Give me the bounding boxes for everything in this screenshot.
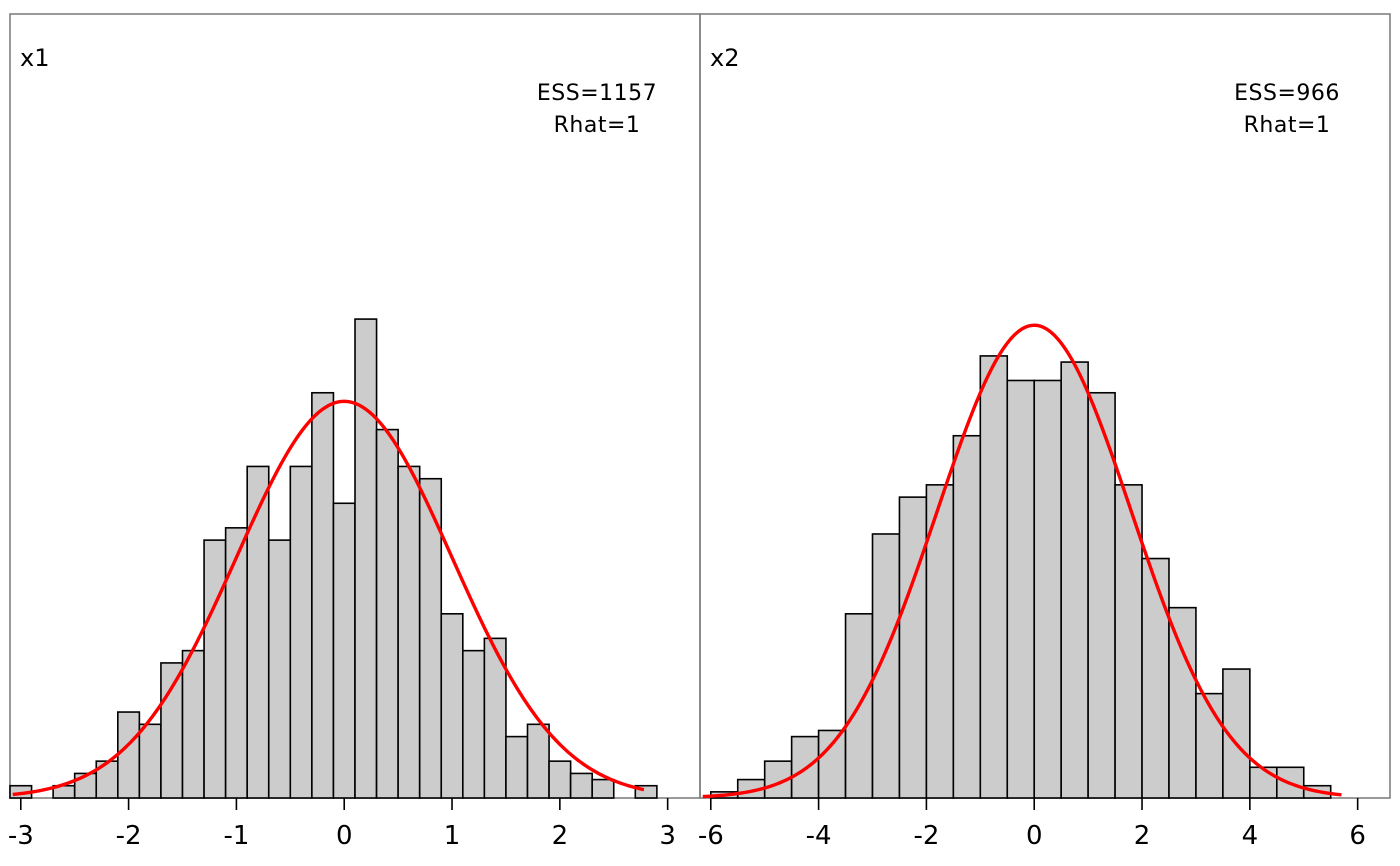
panel-x2: x2 ESS=966 Rhat=1 -6 -4 -2 0 2 4 6: [698, 13, 1391, 851]
x-tick-label: 1: [444, 821, 461, 851]
histogram-bar: [952, 434, 982, 799]
bars-x1: [9, 318, 658, 799]
histogram-bar: [505, 735, 529, 799]
histogram-bar: [181, 649, 205, 799]
rhat-label-x1: Rhat=1: [554, 113, 641, 138]
x-tick-label: 6: [1349, 821, 1366, 851]
panel-x1: x1 ESS=1157 Rhat=1 -3 -2 -1 0 1 2 3: [8, 13, 701, 851]
x-tick-label: 0: [1026, 821, 1043, 851]
histogram-bar: [375, 428, 399, 799]
histogram-bar: [898, 496, 928, 799]
histogram-bar: [569, 772, 593, 799]
histogram-bar: [1060, 361, 1089, 799]
histogram-bar: [591, 778, 615, 799]
histogram-bar: [311, 391, 335, 799]
histogram-bar: [1168, 606, 1197, 799]
x-tick-label: 0: [336, 821, 353, 851]
histogram-bar: [925, 484, 955, 799]
histogram-bar: [267, 539, 292, 799]
histogram-bar: [289, 465, 313, 799]
histogram-bar: [160, 662, 184, 799]
histogram-bar: [462, 649, 486, 799]
histogram-bar: [1087, 391, 1116, 799]
x-tick-label: -2: [116, 821, 142, 851]
ess-label-x1: ESS=1157: [537, 81, 657, 106]
density-curve-x1: [12, 399, 645, 797]
histogram-bar: [526, 723, 550, 799]
histogram-bar: [1114, 484, 1143, 799]
histogram-bar: [1249, 766, 1278, 799]
histogram-bar: [203, 539, 227, 799]
density-curve-x2: [702, 323, 1342, 799]
histogram-bar: [871, 533, 901, 799]
x-tick-label: -3: [8, 821, 34, 851]
histogram-bar: [1195, 692, 1224, 799]
histogram-bar: [246, 465, 270, 799]
x-tick-label: -6: [698, 821, 724, 851]
histogram-bar: [138, 723, 162, 799]
histogram-bar: [548, 760, 572, 799]
rhat-label-x2: Rhat=1: [1244, 113, 1331, 138]
x-tick-label: -4: [806, 821, 832, 851]
x-tick-label: 2: [1134, 821, 1151, 851]
panel-title-x2: x2: [710, 44, 739, 72]
x-tick-label: 2: [552, 821, 569, 851]
histogram-bar: [1006, 379, 1036, 799]
x-tick-label: -1: [223, 821, 249, 851]
histogram-bar: [354, 318, 378, 799]
ess-label-x2: ESS=966: [1234, 81, 1340, 106]
x-tick-label: 3: [659, 821, 676, 851]
x-tick-label: -2: [913, 821, 939, 851]
histogram-bar: [440, 612, 464, 799]
histogram-bar: [979, 355, 1009, 799]
histogram-bar: [817, 729, 847, 799]
histogram-bar: [1033, 379, 1062, 799]
histogram-bar: [1141, 557, 1170, 799]
histogram-bar: [332, 502, 356, 799]
x-axis-x2: -6 -4 -2 0 2 4 6: [698, 798, 1366, 851]
histogram-bar: [397, 465, 421, 799]
histogram-bar: [117, 711, 141, 799]
histogram-bar: [224, 527, 248, 799]
bars-x2: [709, 355, 1332, 799]
panel-title-x1: x1: [20, 44, 49, 72]
histogram-bar: [483, 637, 507, 799]
x-axis-x1: -3 -2 -1 0 1 2 3: [8, 798, 676, 851]
x-tick-label: 4: [1242, 821, 1259, 851]
